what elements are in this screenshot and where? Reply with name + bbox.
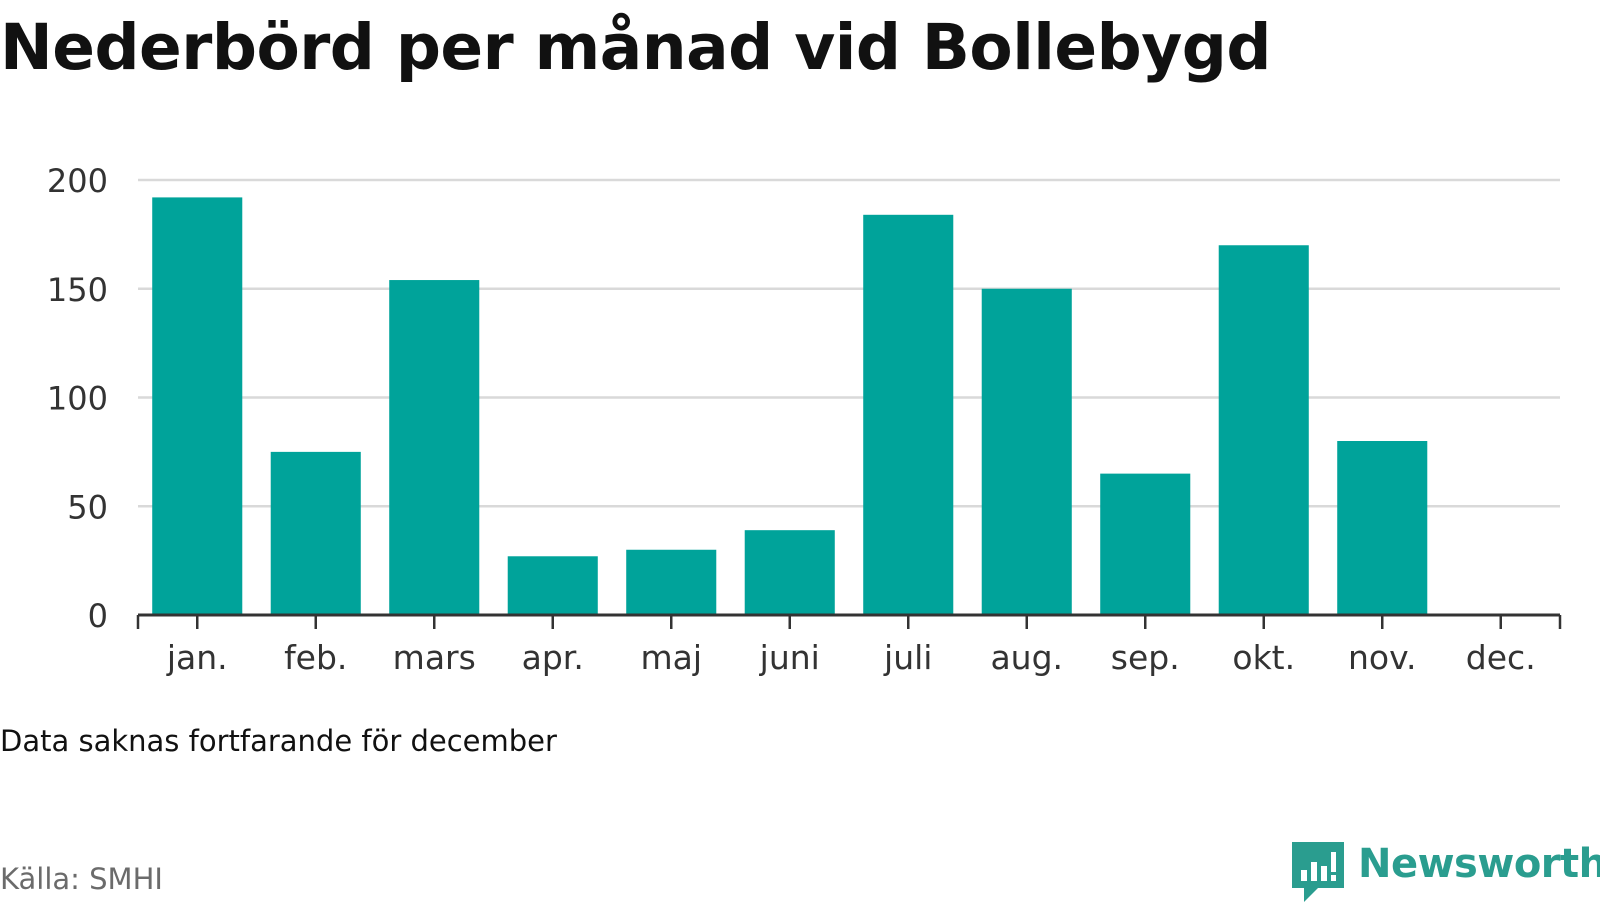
bar-4	[626, 549, 717, 615]
bar-2	[389, 280, 480, 615]
source-label: Källa: SMHI	[0, 862, 163, 896]
x-tick-label: nov.	[1348, 638, 1417, 677]
x-tick-labels: jan. feb. mars apr. maj juni juli aug. sep. okt. n…	[166, 638, 1536, 677]
x-tick-label: jan.	[166, 638, 228, 677]
bar-1	[270, 451, 361, 615]
y-tick-label: 50	[67, 488, 108, 526]
bar-8	[1100, 473, 1191, 615]
bar-6	[863, 214, 954, 616]
bar-3	[507, 556, 598, 615]
x-tick-label: aug.	[990, 638, 1063, 677]
brand-name: Newsworthy	[1358, 841, 1600, 887]
chart-note: Data saknas fortfarande för december	[0, 724, 557, 758]
x-tick-label: sep.	[1111, 638, 1180, 677]
bars	[152, 197, 1428, 616]
y-tick-label: 150	[47, 271, 108, 309]
y-tick-label: 200	[47, 162, 108, 200]
x-tick-label: feb.	[284, 638, 347, 677]
x-tick-label: mars	[393, 638, 476, 677]
gridlines	[138, 178, 1560, 508]
brand-logo: Newsworthy	[1292, 842, 1600, 902]
bar-9	[1218, 245, 1309, 615]
x-tick-label: apr.	[522, 638, 584, 677]
x-tick-label: dec.	[1466, 638, 1536, 677]
x-axis	[136, 613, 1562, 629]
x-tick-label: juni	[759, 638, 820, 677]
bar-7	[981, 288, 1072, 615]
newsworthy-logo-icon	[1292, 842, 1344, 902]
chart-title: Nederbörd per månad vid Bollebygd	[0, 11, 1271, 84]
bar-5	[744, 530, 835, 615]
y-tick-label: 0	[88, 597, 108, 635]
y-tick-labels: 0 50 100 150 200	[47, 162, 108, 635]
x-tick-label: okt.	[1232, 638, 1295, 677]
bar-10	[1337, 441, 1428, 615]
x-tick-label: juli	[883, 638, 932, 677]
x-tick-label: maj	[640, 638, 702, 677]
bar-0	[152, 197, 243, 615]
y-tick-label: 100	[47, 380, 108, 418]
